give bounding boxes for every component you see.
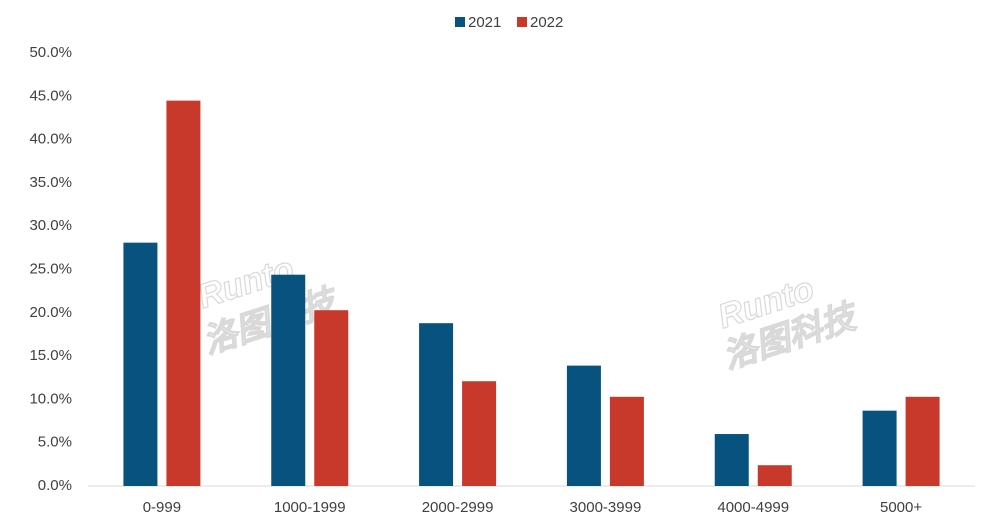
bar — [123, 242, 158, 486]
bar — [714, 434, 749, 486]
x-tick-label: 5000+ — [880, 499, 922, 516]
x-tick-label: 3000-3999 — [570, 499, 642, 516]
bar — [419, 323, 454, 486]
bar — [462, 381, 497, 486]
bar — [566, 365, 601, 486]
x-tick-label: 2000-2999 — [422, 499, 494, 516]
legend-swatch — [517, 17, 527, 27]
bar — [166, 100, 201, 486]
bar — [271, 274, 306, 486]
y-tick-label: 0.0% — [38, 477, 72, 494]
bar — [862, 410, 897, 486]
y-tick-label: 45.0% — [29, 87, 72, 104]
bar — [314, 310, 349, 486]
x-tick-label: 0-999 — [143, 499, 181, 516]
legend-swatch — [455, 17, 465, 27]
y-tick-label: 50.0% — [29, 44, 72, 61]
y-tick-label: 20.0% — [29, 304, 72, 321]
legend-label: 2022 — [530, 14, 563, 31]
bar — [905, 396, 940, 486]
y-tick-label: 35.0% — [29, 174, 72, 191]
x-tick-label: 4000-4999 — [717, 499, 789, 516]
y-tick-label: 30.0% — [29, 217, 72, 234]
y-tick-label: 5.0% — [38, 434, 72, 451]
y-tick-label: 40.0% — [29, 131, 72, 148]
bar — [757, 465, 792, 486]
y-tick-label: 15.0% — [29, 347, 72, 364]
y-tick-label: 25.0% — [29, 260, 72, 277]
x-tick-label: 1000-1999 — [274, 499, 346, 516]
legend-label: 2021 — [468, 14, 501, 31]
bar — [609, 396, 644, 486]
y-tick-label: 10.0% — [29, 390, 72, 407]
